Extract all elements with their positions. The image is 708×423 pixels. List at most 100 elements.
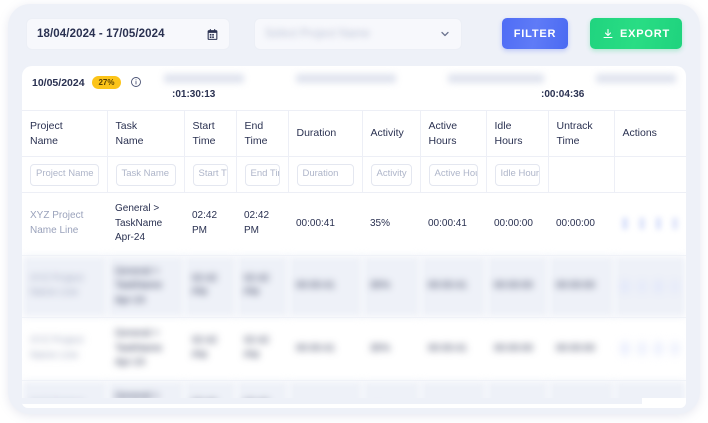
cell-task-name: General > TaskName Apr-24 — [107, 192, 184, 256]
cell-task-name: General > TaskName Apr-24 — [107, 255, 184, 318]
cell-idle-hours: 00:00:00 — [486, 317, 548, 381]
header-line: Time — [244, 134, 268, 147]
cell-end-time: 02:42 PM — [236, 192, 288, 256]
cell-actions — [614, 255, 686, 318]
filter-input-activity[interactable]: Activity — [370, 163, 412, 186]
column-header-start-time[interactable]: Start Time — [184, 110, 237, 157]
filter-cell-actions — [614, 156, 686, 193]
cell-idle-hours: 00:00:00 — [486, 255, 548, 318]
cell-actions — [614, 192, 686, 256]
cell-project-name: XYZ Project Name Line — [22, 192, 107, 256]
date-range-value: 18/04/2024 - 17/05/2024 — [37, 28, 165, 40]
filter-cell-idle-hours: Idle Hours — [486, 156, 549, 193]
info-icon[interactable] — [655, 279, 662, 293]
export-button[interactable]: EXPORT — [590, 18, 682, 49]
filter-input-end-time[interactable]: End Time — [244, 163, 280, 186]
summary-idle-time: :00:04:36 — [541, 89, 585, 100]
summary-metric-values: :01:30:13 :00:04:36 — [150, 89, 676, 103]
filter-button-label: FILTER — [513, 27, 557, 40]
filter-input-active-hours[interactable]: Active Hours — [428, 163, 478, 186]
cell-task-name: General > TaskName Apr-24 — [107, 317, 184, 381]
filter-button[interactable]: FILTER — [502, 18, 568, 49]
cell-end-time: 02:42 PM — [236, 317, 288, 381]
cell-untrack-time: 00:00:00 — [548, 255, 614, 318]
day-summary-bar: 10/05/2024 27% :01:30:13 :00:04:3 — [22, 66, 686, 110]
filter-input-duration[interactable]: Duration — [296, 163, 354, 186]
column-header-duration[interactable]: Duration — [288, 110, 363, 157]
summary-metric-label — [164, 74, 245, 83]
column-header-task-name[interactable]: Task Name — [107, 110, 185, 157]
filter-cell-end-time: End Time — [236, 156, 289, 193]
cell-start-time: 02:42 PM — [184, 255, 236, 318]
filter-input-idle-hours[interactable]: Idle Hours — [494, 163, 540, 186]
filter-input-start-time[interactable]: Start Time — [192, 163, 228, 186]
table-header-row: Project Name Task Name Start Time End Ti… — [22, 110, 686, 157]
view-icon[interactable] — [622, 279, 628, 293]
view-icon[interactable] — [622, 342, 628, 356]
column-header-untrack-time[interactable]: Untrack Time — [548, 110, 615, 157]
card-bottom-strip — [22, 398, 686, 408]
column-header-actions: Actions — [614, 110, 686, 157]
column-header-activity[interactable]: Activity — [362, 110, 421, 157]
header-line: Start — [192, 120, 215, 133]
column-header-end-time[interactable]: End Time — [236, 110, 289, 157]
delete-icon[interactable] — [672, 342, 678, 356]
time-report-table: Project Name Task Name Start Time End Ti… — [22, 110, 686, 408]
filter-input-task-name[interactable]: Task Name — [115, 163, 176, 186]
cell-active-hours: 00:00:41 — [420, 255, 486, 318]
filter-cell-start-time: Start Time — [184, 156, 237, 193]
project-select-placeholder: Select Project Name — [265, 28, 370, 40]
card-bottom-tint — [22, 398, 642, 404]
chevron-down-icon[interactable] — [439, 28, 451, 40]
calendar-icon[interactable] — [206, 28, 219, 41]
delete-icon[interactable] — [672, 279, 678, 293]
header-line: End — [244, 120, 264, 133]
filter-cell-duration: Duration — [288, 156, 363, 193]
header-line: Active — [428, 120, 458, 133]
edit-icon[interactable] — [638, 279, 645, 293]
cell-untrack-time: 00:00:00 — [548, 192, 614, 256]
action-buttons — [622, 342, 678, 356]
filter-cell-project-name: Project Name — [22, 156, 108, 193]
edit-icon[interactable] — [638, 217, 645, 231]
cell-end-time: 02:42 PM — [236, 255, 288, 318]
filter-cell-activity: Activity — [362, 156, 421, 193]
filter-cell-active-hours: Active Hours — [420, 156, 487, 193]
edit-icon[interactable] — [638, 342, 645, 356]
header-line: Task — [115, 120, 138, 133]
view-icon[interactable] — [622, 217, 628, 231]
header-line: Idle — [494, 120, 512, 133]
app-frame: 18/04/2024 - 17/05/2024 Select Project N… — [8, 4, 700, 414]
download-icon — [602, 28, 614, 40]
cell-start-time: 02:42 PM — [184, 192, 236, 256]
header-line: Time — [556, 134, 580, 147]
project-name-select[interactable]: Select Project Name — [254, 18, 462, 50]
filter-cell-task-name: Task Name — [107, 156, 185, 193]
summary-date: 10/05/2024 — [32, 77, 85, 89]
date-range-picker[interactable]: 18/04/2024 - 17/05/2024 — [26, 18, 230, 50]
header-line: Name — [30, 134, 59, 147]
delete-icon[interactable] — [672, 217, 678, 231]
cell-project-name: XYZ Project Name Line — [22, 255, 107, 318]
summary-metric-label — [296, 74, 396, 83]
summary-date-group: 10/05/2024 27% — [32, 76, 142, 89]
action-buttons — [622, 279, 678, 293]
toolbar: 18/04/2024 - 17/05/2024 Select Project N… — [8, 4, 700, 66]
info-icon[interactable] — [655, 342, 662, 356]
column-header-active-hours[interactable]: Active Hours — [420, 110, 487, 157]
info-icon[interactable] — [130, 76, 142, 88]
cell-untrack-time: 00:00:00 — [548, 317, 614, 381]
column-header-idle-hours[interactable]: Idle Hours — [486, 110, 549, 157]
summary-total-time: :01:30:13 — [172, 89, 216, 100]
info-icon[interactable] — [655, 217, 662, 231]
summary-metric-labels — [150, 74, 677, 83]
column-header-project-name[interactable]: Project Name — [22, 110, 108, 157]
summary-metrics: :01:30:13 :00:04:36 — [150, 74, 677, 108]
filter-input-project-name[interactable]: Project Name — [30, 163, 99, 186]
status-badge: 27% — [92, 76, 121, 89]
cell-duration: 00:00:41 — [288, 317, 362, 381]
cell-activity: 35% — [362, 317, 420, 381]
